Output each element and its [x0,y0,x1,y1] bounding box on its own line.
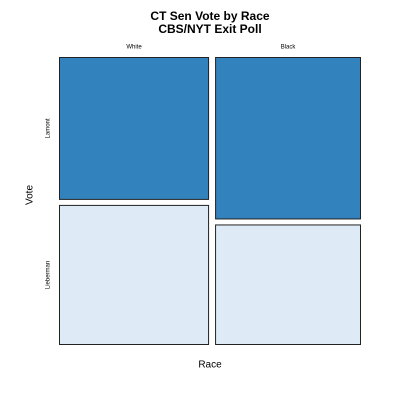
mosaic-cell [59,57,210,200]
row-label: Lamont [46,118,52,138]
x-axis-title: Race [198,360,222,371]
y-axis-title: Vote [25,185,36,205]
mosaic-cell [215,57,361,220]
column-label: Black [281,45,297,51]
row-label: Lieberman [46,261,52,289]
mosaic-cell [215,224,361,345]
mosaic-cell [59,204,210,345]
column-label: White [126,45,142,51]
chart-subtitle: CBS/NYT Exit Poll [158,22,261,36]
chart-title: CT Sen Vote by Race [150,9,269,23]
